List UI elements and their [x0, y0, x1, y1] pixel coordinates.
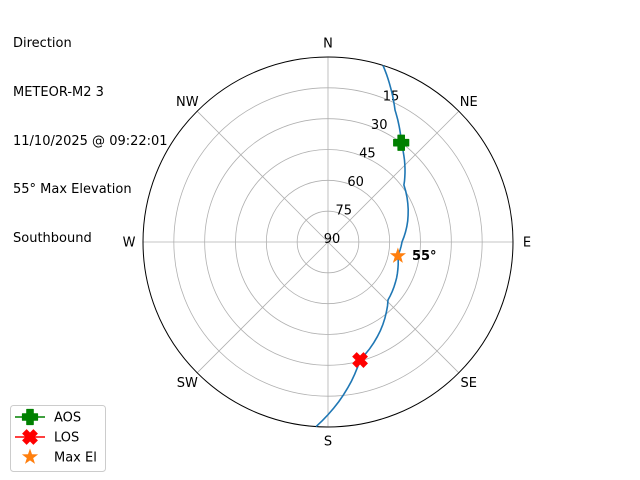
radial-tick-label: 30 [371, 118, 388, 133]
legend-label: AOS [54, 411, 81, 426]
legend: AOS LOS Max El [10, 405, 106, 472]
max-elevation-annotation: 55° [412, 249, 437, 264]
polar-frame [142, 56, 514, 428]
title-line: METEOR-M2 3 [13, 85, 104, 101]
radial-tick-label: 75 [336, 204, 353, 219]
angular-tick-label: NE [460, 95, 478, 110]
legend-label: LOS [54, 431, 79, 446]
angular-tick-label: E [523, 236, 531, 251]
radial-tick-label: 15 [383, 90, 400, 105]
legend-los-icon-shape [22, 429, 38, 445]
los-marker [352, 352, 368, 368]
radial-tick-label: 90 [324, 232, 341, 247]
angular-gridline [327, 110, 460, 243]
title-line: Direction [13, 36, 72, 52]
angular-tick-label: W [123, 236, 136, 251]
legend-entry: AOS [15, 408, 81, 426]
legend-aos-icon [21, 408, 39, 426]
legend-entry: Max El [21, 448, 97, 466]
angular-tick-label: N [323, 37, 333, 52]
pass-track-line [315, 65, 410, 428]
angular-tick-label: SE [460, 376, 476, 391]
radial-tick-label: 60 [347, 175, 364, 190]
legend-los-icon [22, 429, 38, 445]
legend-entry: LOS [15, 429, 79, 446]
angular-gridline [196, 241, 329, 374]
legend-label: Max El [54, 451, 97, 466]
title-line: 11/10/2025 @ 09:22:01 [13, 133, 168, 149]
angular-gridline [196, 110, 329, 243]
angular-tick-label: SW [177, 376, 198, 391]
chart-title: Direction METEOR-M2 3 11/10/2025 @ 09:22… [13, 4, 168, 263]
angular-tick-label: NW [176, 95, 199, 110]
los-marker-shape [352, 352, 368, 368]
legend-max-el-icon [21, 448, 39, 464]
angular-tick-label: S [324, 435, 332, 450]
title-line: Southbound [13, 230, 92, 246]
radial-tick-label: 45 [359, 147, 376, 162]
max-el-marker [389, 247, 406, 263]
title-line: 55° Max Elevation [13, 182, 132, 198]
angular-gridline [327, 241, 460, 374]
aos-marker [393, 134, 410, 151]
